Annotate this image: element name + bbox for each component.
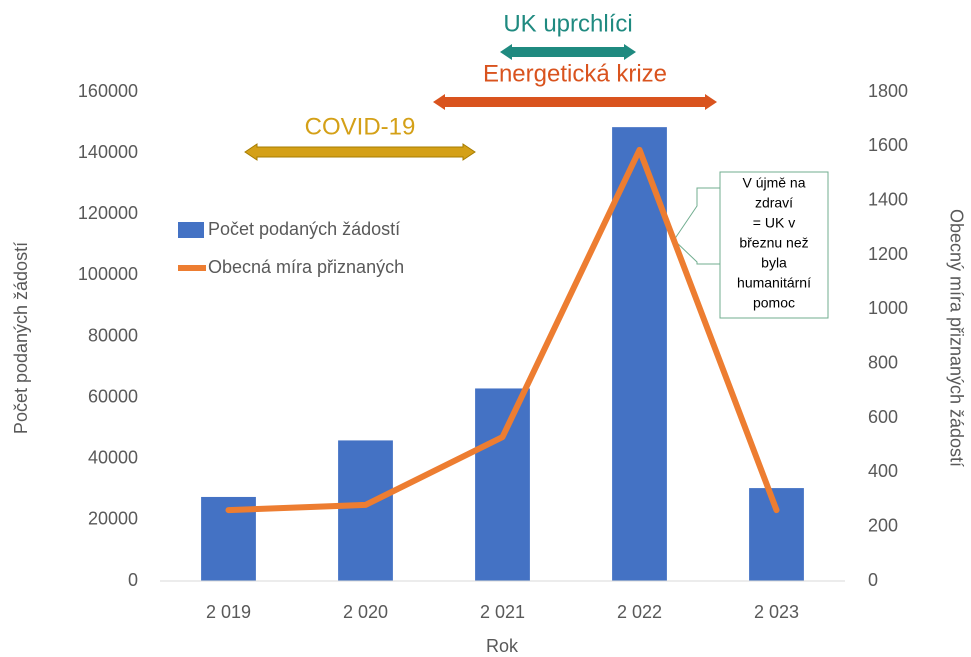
y2-tick-label: 1800 [868,81,908,101]
y2-tick-label: 1400 [868,189,908,209]
x-tick-label: 2 022 [617,602,662,622]
bar [475,388,530,581]
legend-swatch [178,222,204,238]
y-tick-label: 40000 [88,448,138,468]
y-tick-label: 160000 [78,81,138,101]
legend-label: Obecná míra přiznaných [208,257,404,277]
callout-text: březnu než [739,235,808,251]
y2-tick-label: 800 [868,352,898,372]
y2-tick-label: 200 [868,515,898,535]
y2-tick-label: 400 [868,461,898,481]
y-tick-label: 0 [128,570,138,590]
y2-tick-label: 1200 [868,244,908,264]
callout-text: zdraví [755,195,793,211]
annotation-label: UK uprchlíci [503,10,632,37]
callout-text: humanitární [737,275,811,291]
x-axis-title: Rok [486,636,519,656]
bar [338,440,393,581]
annotation-label: Energetická krize [483,60,667,87]
line-series [225,146,780,514]
y-tick-label: 120000 [78,203,138,223]
annotation-arrow [244,143,476,161]
annotation-arrow [500,44,636,60]
annotation-arrow [433,94,717,110]
callout-text: pomoc [753,295,795,311]
callout-box [719,171,829,319]
y2-tick-label: 600 [868,407,898,427]
y-tick-label: 60000 [88,386,138,406]
x-tick-label: 2 021 [480,602,525,622]
annotation-label: COVID-19 [305,113,416,140]
y-tick-label: 80000 [88,325,138,345]
y2-tick-label: 1600 [868,135,908,155]
y-axis-title: Počet podaných žádostí [11,242,31,434]
y2-tick-label: 0 [868,570,878,590]
y-tick-label: 140000 [78,142,138,162]
callout-text: byla [761,255,787,271]
x-tick-label: 2 020 [343,602,388,622]
x-tick-label: 2 023 [754,602,799,622]
y2-tick-label: 1000 [868,298,908,318]
callout-text: V újmě na [742,175,805,191]
callout-text: = UK v [753,215,795,231]
y-tick-label: 100000 [78,264,138,284]
y2-axis-title: Obecný míra přiznaných žádostí [946,209,966,467]
y-tick-label: 20000 [88,509,138,529]
legend-label: Počet podaných žádostí [208,219,400,239]
x-tick-label: 2 019 [206,602,251,622]
